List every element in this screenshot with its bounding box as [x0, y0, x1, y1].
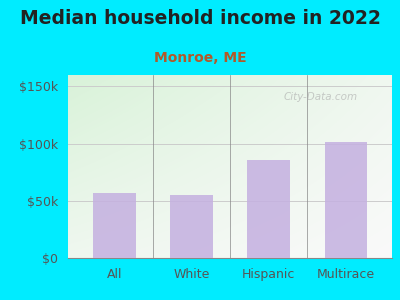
- Text: Monroe, ME: Monroe, ME: [154, 51, 246, 65]
- Text: City-Data.com: City-Data.com: [284, 92, 358, 102]
- Bar: [93, 193, 136, 258]
- Bar: [170, 195, 213, 258]
- Bar: [247, 160, 290, 258]
- Text: Median household income in 2022: Median household income in 2022: [20, 9, 380, 28]
- Bar: [324, 142, 367, 258]
